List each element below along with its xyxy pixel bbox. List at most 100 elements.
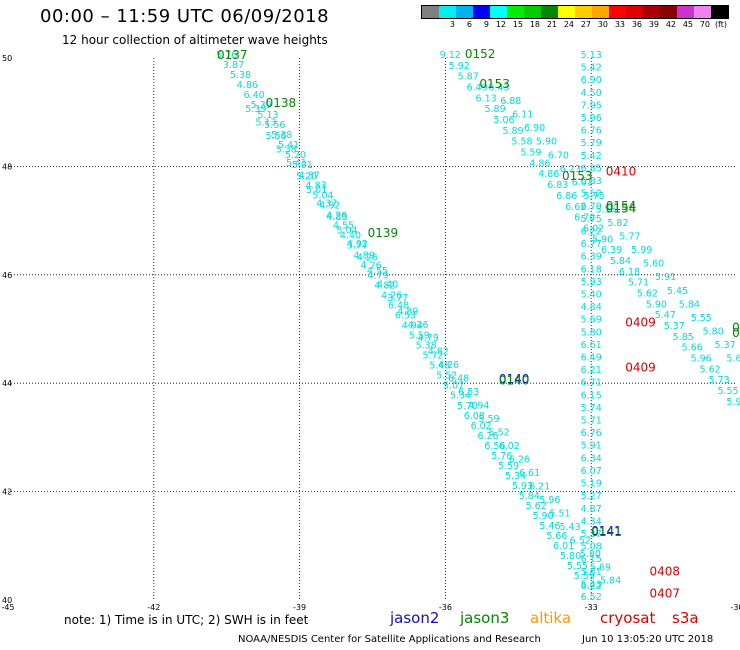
wave-height-value: 5.76 xyxy=(491,451,512,462)
pass-number-label: 0155 xyxy=(732,326,740,340)
wave-height-value: 5.37 xyxy=(664,321,685,332)
wave-height-value: 5.41 xyxy=(286,158,307,169)
wave-height-value: 5.69 xyxy=(590,562,611,573)
pass-number-label: 0408 xyxy=(650,565,681,579)
wave-height-value: 5.84 xyxy=(610,256,631,267)
wave-height-value: 5.47 xyxy=(655,310,676,321)
wave-height-value: 5.59 xyxy=(574,571,595,582)
pass-number-label: 0141 xyxy=(591,525,622,539)
wave-height-value: 5.84 xyxy=(519,491,540,502)
legend-swatch xyxy=(473,6,490,18)
wave-height-value: 6.85 xyxy=(581,163,602,174)
wave-height-value: 6.61 xyxy=(519,468,540,479)
wave-height-value: 4.89 xyxy=(354,250,375,261)
legend-swatch xyxy=(456,6,473,18)
wave-height-value: 5.56 xyxy=(266,131,287,142)
wave-height-value: 4.26 xyxy=(326,210,347,221)
satellite-cryosat: cryosat xyxy=(600,609,656,627)
legend-tick-label: 6 xyxy=(466,20,472,29)
wave-height-value: 4.83 xyxy=(306,180,327,191)
legend-tick-label: 45 xyxy=(682,20,693,29)
wave-height-value: 5.13 xyxy=(255,118,276,129)
legend-tick-label: 15 xyxy=(512,20,523,29)
wave-height-value: 5.07 xyxy=(443,381,464,392)
wave-height-value: 4.79 xyxy=(418,333,439,344)
wave-height-value: 5.13 xyxy=(581,50,602,61)
pass-number-label: 0153 xyxy=(479,77,510,91)
legend-swatch xyxy=(541,6,558,18)
wave-height-value: 5.55 xyxy=(691,313,712,324)
wave-height-value: 5.06 xyxy=(493,115,514,126)
wave-height-value: 7.95 xyxy=(581,100,602,111)
legend-tick-label: 70 xyxy=(699,20,710,29)
longitude-tick-label: -45 xyxy=(1,603,14,612)
legend-tick-label: 12 xyxy=(495,20,506,29)
wave-height-value: 6.40 xyxy=(244,90,265,101)
legend-tick-label: 18 xyxy=(529,20,540,29)
wave-height-value: 6.02 xyxy=(583,223,604,234)
latitude-tick-label: 44 xyxy=(2,379,12,388)
pass-number-label: 0409 xyxy=(625,315,656,329)
chart-title: 00:00 – 11:59 UTC 06/09/2018 xyxy=(40,6,330,27)
wave-height-value: 5.42 xyxy=(581,151,602,162)
wave-height-value: 5.73 xyxy=(709,375,730,386)
wave-height-value: 6.34 xyxy=(581,453,602,464)
wave-height-value: 4.26 xyxy=(361,260,382,271)
pass-number-label: 0409 xyxy=(625,360,656,374)
legend-swatches xyxy=(421,5,729,19)
pass-number-label: 0154 xyxy=(606,201,637,215)
wave-height-value: 6.18 xyxy=(619,267,640,278)
wave-height-value: 5.42 xyxy=(581,63,602,74)
wave-height-value: 6.62 xyxy=(565,202,586,213)
wave-height-value: 4.40 xyxy=(340,230,361,241)
wave-height-value: 5.62 xyxy=(700,364,721,375)
wave-height-value: 5.46 xyxy=(539,521,560,532)
wave-height-value: 6.77 xyxy=(581,239,602,250)
wave-height-value: 5.58 xyxy=(511,137,532,148)
longitude-tick-label: -33 xyxy=(585,603,598,612)
wave-height-value: 5.59 xyxy=(498,461,519,472)
satellite-jason3: jason3 xyxy=(460,609,510,627)
wave-height-value: 5.51 xyxy=(581,567,602,578)
wave-height-value: 5.20 xyxy=(285,150,306,161)
wave-height-value: 6.48 xyxy=(448,374,469,385)
legend-tick-label: 9 xyxy=(483,20,489,29)
wave-height-value: 5.85 xyxy=(673,332,694,343)
wave-height-value: 6.11 xyxy=(512,110,533,121)
wave-height-value: 6.86 xyxy=(556,191,577,202)
wave-height-value: 6.01 xyxy=(553,541,574,552)
latitude-tick-label: 42 xyxy=(2,488,12,497)
pass-number-label: 0410 xyxy=(606,165,637,179)
wave-height-value: 6.90 xyxy=(524,123,545,134)
wave-height-value: 6.15 xyxy=(581,390,602,401)
legend-tick-label: 30 xyxy=(597,20,608,29)
wave-height-value: 6.76 xyxy=(581,126,602,137)
wave-height-value: 4.84 xyxy=(581,302,602,313)
legend-swatch xyxy=(558,6,575,18)
legend-tick-label: 39 xyxy=(648,20,659,29)
wave-height-value: 6.53 xyxy=(395,311,416,322)
wave-height-value: 5.56 xyxy=(264,120,285,131)
legend-swatch xyxy=(524,6,541,18)
wave-height-value: 5.82 xyxy=(607,218,628,229)
legend-tick-label: 24 xyxy=(563,20,574,29)
wave-height-value: 5.71 xyxy=(628,278,649,289)
wave-height-value: 5.55 xyxy=(595,204,616,215)
pass-number-label: 0140 xyxy=(499,373,530,387)
latitude-tick-label: 50 xyxy=(2,54,12,63)
wave-height-value: 5.79 xyxy=(581,138,602,149)
wave-height-value: 6.02 xyxy=(499,441,520,452)
wave-height-value: 6.53 xyxy=(458,387,479,398)
legend-swatch xyxy=(575,6,592,18)
latitude-tick-label: 48 xyxy=(2,162,12,171)
wave-height-value: 5.38 xyxy=(276,145,297,156)
pass-number-label: 0154 xyxy=(606,199,637,213)
legend-swatch xyxy=(711,6,728,18)
wave-height-value: 5.90 xyxy=(536,137,557,148)
wave-height-value: 5.55 xyxy=(567,561,588,572)
legend-swatch xyxy=(507,6,524,18)
wave-height-value: 5.62 xyxy=(526,501,547,512)
wave-height-value: 4.82 xyxy=(374,281,395,292)
wave-height-value: 6.22 xyxy=(581,226,602,237)
